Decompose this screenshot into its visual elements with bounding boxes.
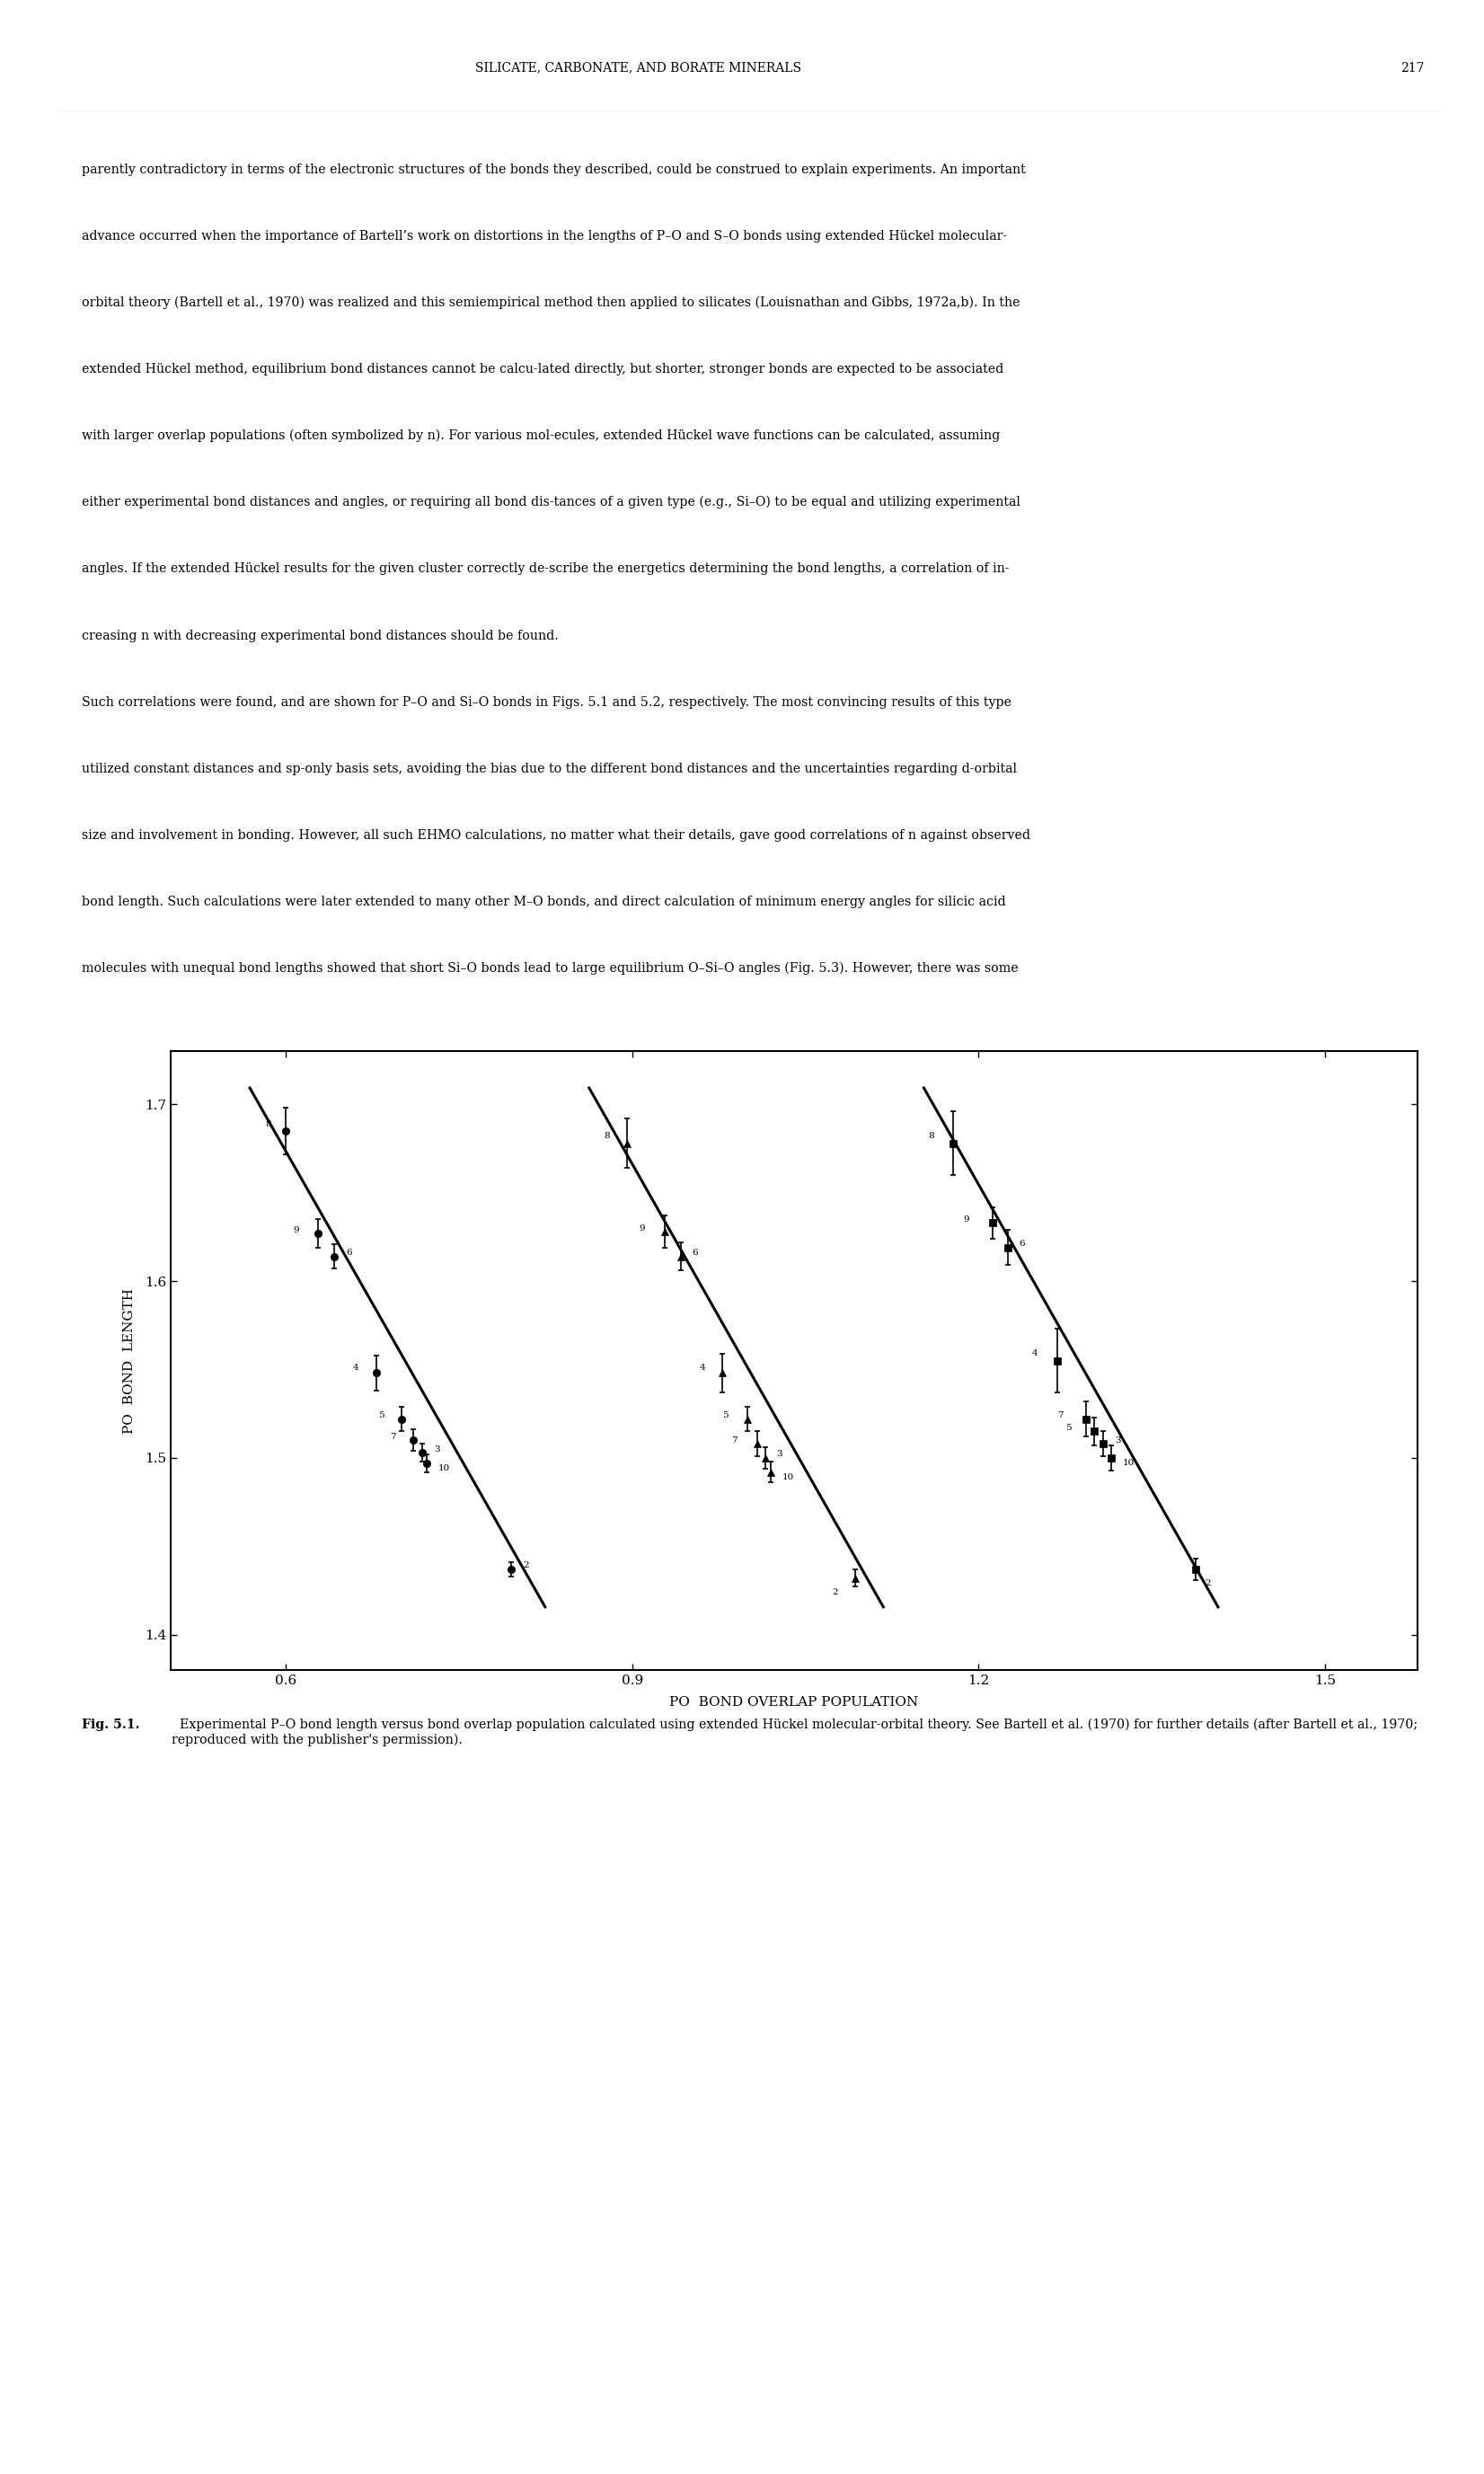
- Text: 3: 3: [776, 1450, 782, 1457]
- Text: 2: 2: [833, 1588, 838, 1596]
- Text: 6: 6: [693, 1249, 699, 1257]
- Text: creasing n with decreasing experimental bond distances should be found.: creasing n with decreasing experimental …: [82, 628, 558, 641]
- Text: 8: 8: [266, 1121, 272, 1128]
- Text: 217: 217: [1401, 62, 1425, 74]
- Text: 4: 4: [1031, 1351, 1037, 1358]
- Text: 5: 5: [1066, 1425, 1071, 1432]
- Text: bond length. Such calculations were later extended to many other M–O bonds, and : bond length. Such calculations were late…: [82, 896, 1006, 908]
- Text: 10: 10: [782, 1475, 794, 1482]
- Text: either experimental bond distances and angles, or requiring all bond dis-tances : either experimental bond distances and a…: [82, 495, 1020, 510]
- Text: 6: 6: [1020, 1239, 1025, 1247]
- Text: SILICATE, CARBONATE, AND BORATE MINERALS: SILICATE, CARBONATE, AND BORATE MINERALS: [475, 62, 801, 74]
- Text: Such correlations were found, and are shown for P–O and Si–O bonds in Figs. 5.1 : Such correlations were found, and are sh…: [82, 695, 1012, 708]
- Text: utilized constant distances and sp-only basis sets, avoiding the bias due to the: utilized constant distances and sp-only …: [82, 762, 1017, 774]
- Y-axis label: PO  BOND  LENGTH: PO BOND LENGTH: [123, 1289, 135, 1432]
- Text: advance occurred when the importance of Bartell’s work on distortions in the len: advance occurred when the importance of …: [82, 230, 1008, 242]
- Text: molecules with unequal bond lengths showed that short Si–O bonds lead to large e: molecules with unequal bond lengths show…: [82, 962, 1018, 975]
- Text: 4: 4: [353, 1363, 359, 1371]
- Text: Fig. 5.1.: Fig. 5.1.: [82, 1717, 139, 1732]
- Text: orbital theory (Bartell et al., 1970) was realized and this semiempirical method: orbital theory (Bartell et al., 1970) wa…: [82, 297, 1020, 309]
- Text: extended Hückel method, equilibrium bond distances cannot be calcu-lated directl: extended Hückel method, equilibrium bond…: [82, 364, 1003, 376]
- Text: 7: 7: [390, 1432, 396, 1440]
- Text: 5: 5: [378, 1413, 384, 1420]
- Text: 9: 9: [963, 1215, 969, 1222]
- Text: Experimental P–O bond length versus bond overlap population calculated using ext: Experimental P–O bond length versus bond…: [172, 1717, 1417, 1747]
- Text: 8: 8: [928, 1133, 933, 1141]
- Text: 4: 4: [699, 1363, 705, 1371]
- Text: with larger overlap populations (often symbolized by n). For various mol-ecules,: with larger overlap populations (often s…: [82, 430, 1000, 443]
- Text: 8: 8: [604, 1133, 610, 1141]
- Text: parently contradictory in terms of the electronic structures of the bonds they d: parently contradictory in terms of the e…: [82, 163, 1025, 176]
- Text: 6: 6: [346, 1249, 352, 1257]
- Text: 7: 7: [732, 1437, 738, 1445]
- X-axis label: PO  BOND OVERLAP POPULATION: PO BOND OVERLAP POPULATION: [669, 1695, 919, 1707]
- Text: 9: 9: [292, 1227, 298, 1235]
- Text: 2: 2: [522, 1561, 528, 1569]
- Text: 2: 2: [1205, 1578, 1211, 1588]
- Text: 9: 9: [640, 1225, 646, 1232]
- Text: 7: 7: [1057, 1413, 1063, 1420]
- Text: 5: 5: [723, 1413, 729, 1420]
- Text: size and involvement in bonding. However, all such EHMO calculations, no matter : size and involvement in bonding. However…: [82, 829, 1030, 841]
- Text: 10: 10: [438, 1465, 450, 1472]
- Text: 3: 3: [1114, 1437, 1120, 1445]
- Text: angles. If the extended Hückel results for the given cluster correctly de-scribe: angles. If the extended Hückel results f…: [82, 562, 1009, 576]
- Text: 3: 3: [433, 1445, 439, 1452]
- Text: 10: 10: [1123, 1460, 1135, 1467]
